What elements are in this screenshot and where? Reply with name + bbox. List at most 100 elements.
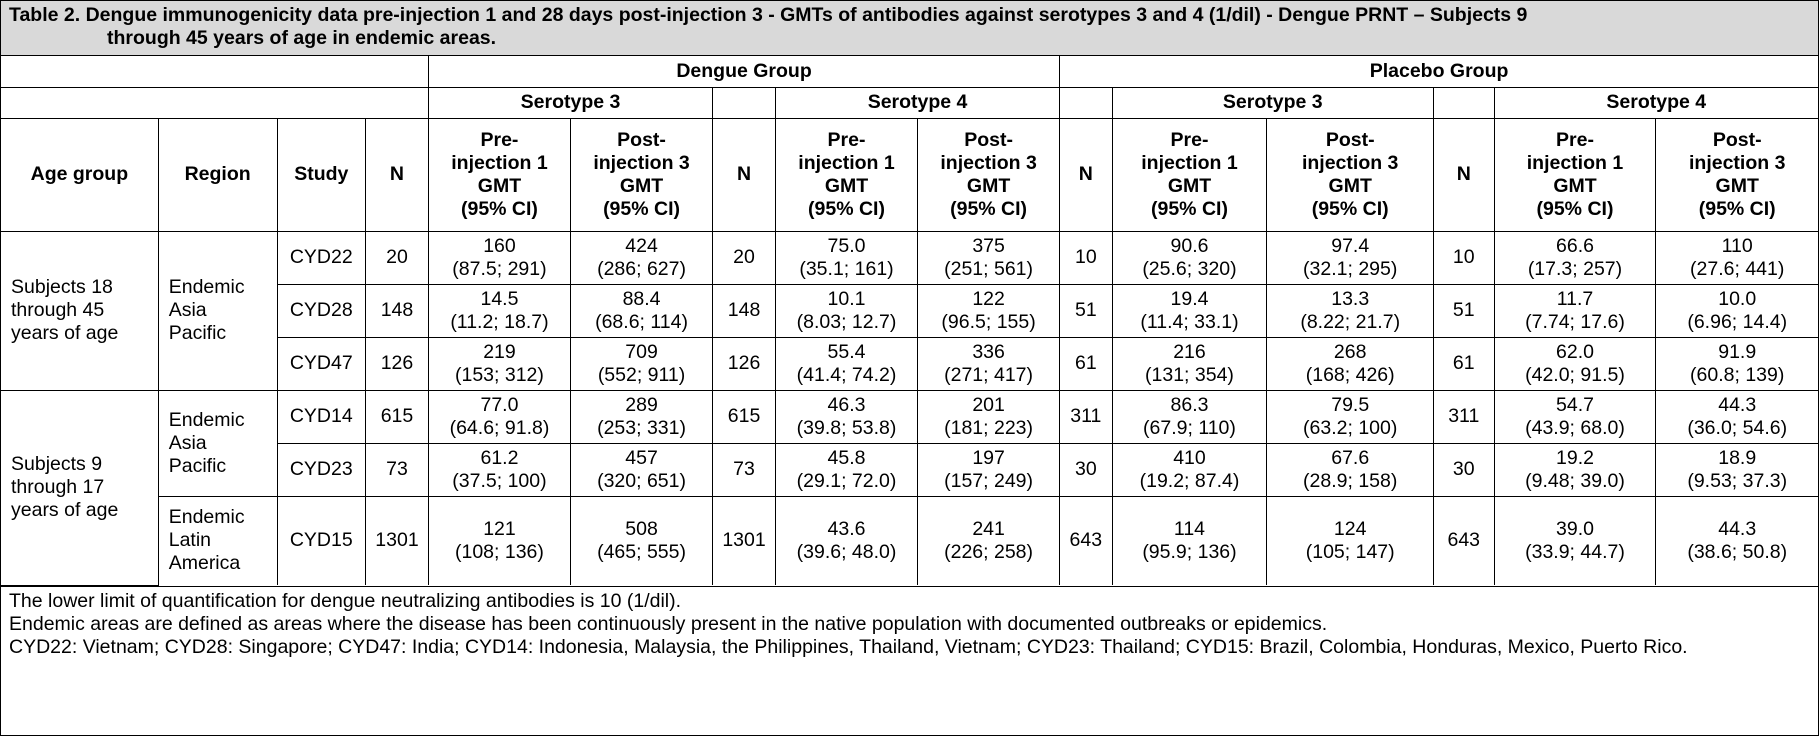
gmt-ci: (27.6; 441) — [1690, 257, 1785, 280]
region-line: Asia — [168, 299, 207, 321]
gmt-value: 124 — [1333, 517, 1367, 540]
immunogenicity-table: Dengue Group Placebo Group Serotype 3 Se… — [1, 56, 1818, 586]
gmt-value: 114 — [1173, 517, 1206, 540]
gmt-value: 44.3 — [1718, 517, 1757, 540]
header-placebo-serotype-3: Serotype 3 — [1111, 86, 1434, 119]
age-group-line: years of age — [11, 499, 119, 521]
study-cell: CYD15 — [276, 495, 367, 585]
gmt-cell: 91.9 (60.8; 139) — [1655, 336, 1818, 391]
gmt-value: 39.0 — [1556, 517, 1594, 540]
gmt-value: 77.0 — [480, 393, 519, 416]
header-post-injection: Post-injection 3 GMT (95% CI) — [917, 117, 1061, 232]
gmt-value: 336 — [972, 340, 1005, 363]
gmt-cell: 289 (253; 331) — [569, 389, 714, 444]
region-line: Endemic — [168, 506, 245, 529]
gmt-value: 44.3 — [1718, 393, 1757, 416]
header-pre-injection: Pre-injection 1 GMT (95% CI) — [1111, 117, 1268, 232]
gmt-cell: 19.4 (11.4; 33.1) — [1111, 283, 1268, 338]
age-group-line: through 17 — [11, 476, 105, 498]
header-pre-injection-line: Pre- — [1170, 128, 1209, 151]
gmt-ci: (29.1; 72.0) — [796, 469, 897, 492]
gmt-ci: (64.6; 91.8) — [449, 416, 550, 439]
n-cell: 148 — [365, 283, 429, 338]
header-blank — [1, 87, 429, 119]
gmt-cell: 709 (552; 911) — [569, 336, 714, 391]
gmt-cell: 216 (131; 354) — [1111, 336, 1268, 391]
header-pre-injection: Pre-injection 1 GMT (95% CI) — [1493, 117, 1657, 232]
gmt-value: 410 — [1173, 446, 1206, 469]
gmt-cell: 44.3 (36.0; 54.6) — [1655, 389, 1818, 444]
gmt-value: 709 — [625, 340, 658, 363]
header-blank — [1432, 86, 1495, 119]
gmt-ci: (42.0; 91.5) — [1525, 363, 1625, 386]
header-pre-injection-line: injection 1 — [798, 151, 895, 174]
table-footnotes: The lower limit of quantification for de… — [1, 585, 1818, 662]
header-pre-injection: Pre-injection 1 GMT (95% CI) — [427, 117, 572, 232]
study-cell: CYD23 — [277, 442, 367, 497]
table-caption: Table 2. Dengue immunogenicity data pre-… — [1, 1, 1818, 56]
age-group-line: through 45 — [11, 299, 105, 321]
header-n: N — [365, 117, 429, 232]
gmt-cell: 124 (105; 147) — [1266, 495, 1434, 585]
gmt-ci: (108; 136) — [455, 540, 544, 563]
gmt-value: 10.0 — [1718, 287, 1757, 310]
gmt-value: 457 — [625, 446, 658, 469]
n-cell: 73 — [365, 442, 429, 497]
gmt-ci: (131; 354) — [1145, 363, 1234, 386]
study-cell: CYD28 — [277, 283, 367, 338]
header-pre-injection-line: injection 1 — [1526, 151, 1624, 174]
gmt-cell: 10.1 (8.03; 12.7) — [774, 283, 919, 338]
gmt-cell: 201 (181; 223) — [917, 389, 1061, 444]
header-post-injection-line: GMT — [1715, 174, 1759, 197]
header-post-injection-line: GMT — [1328, 174, 1372, 197]
header-row-groups: Dengue Group Placebo Group — [1, 56, 1818, 88]
n-cell: 311 — [1432, 389, 1495, 444]
region-line: Pacific — [168, 454, 227, 477]
header-post-injection-line: injection 3 — [1688, 151, 1786, 174]
gmt-cell: 88.4 (68.6; 114) — [569, 283, 714, 338]
header-post-injection: Post-injection 3 GMT (95% CI) — [569, 117, 714, 232]
gmt-cell: 13.3 (8.22; 21.7) — [1266, 283, 1434, 338]
gmt-value: 19.2 — [1556, 446, 1594, 469]
header-pre-injection-line: Pre- — [1556, 128, 1594, 151]
header-blank — [1, 56, 429, 88]
n-cell: 61 — [1059, 336, 1113, 391]
header-n: N — [1059, 117, 1113, 232]
gmt-ci: (286; 627) — [597, 257, 686, 280]
region-cell: Endemic Asia Pacific — [157, 389, 278, 497]
gmt-ci: (36.0; 54.6) — [1687, 416, 1788, 439]
header-region: Region — [157, 117, 278, 232]
gmt-ci: (38.6; 50.8) — [1687, 540, 1788, 563]
gmt-ci: (320; 651) — [597, 469, 686, 492]
header-pre-injection-line: (95% CI) — [1536, 197, 1614, 220]
gmt-cell: 14.5 (11.2; 18.7) — [427, 283, 572, 338]
gmt-value: 375 — [972, 234, 1005, 257]
gmt-ci: (8.22; 21.7) — [1300, 310, 1401, 333]
n-cell: 1301 — [365, 495, 429, 585]
gmt-cell: 122 (96.5; 155) — [917, 283, 1061, 338]
gmt-ci: (6.96; 14.4) — [1687, 310, 1788, 333]
region-cell: Endemic Latin America — [158, 495, 278, 585]
gmt-value: 508 — [625, 517, 658, 540]
header-pre-injection-line: injection 1 — [451, 151, 548, 174]
gmt-cell: 121 (108; 136) — [427, 495, 572, 585]
header-post-injection-line: injection 3 — [940, 151, 1037, 174]
region-cell: Endemic Asia Pacific — [157, 230, 278, 391]
gmt-cell: 75.0 (35.1; 161) — [774, 230, 919, 285]
header-dengue-serotype-4: Serotype 4 — [774, 86, 1061, 119]
gmt-cell: 46.3 (39.8; 53.8) — [774, 389, 919, 444]
gmt-value: 289 — [625, 393, 658, 416]
n-cell: 311 — [1059, 389, 1113, 444]
age-group-cell: Subjects 18 through 45 years of age — [1, 230, 159, 391]
gmt-ci: (35.1; 161) — [799, 257, 894, 280]
region-line: Asia — [168, 431, 207, 454]
n-cell: 148 — [712, 283, 776, 338]
gmt-ci: (96.5; 155) — [941, 310, 1036, 333]
gmt-ci: (9.53; 37.3) — [1687, 469, 1788, 492]
gmt-value: 10.1 — [827, 287, 866, 310]
gmt-value: 88.4 — [622, 287, 661, 310]
header-placebo-group: Placebo Group — [1059, 56, 1818, 88]
gmt-cell: 197 (157; 249) — [917, 442, 1061, 497]
gmt-value: 97.4 — [1331, 234, 1370, 257]
n-cell: 30 — [1059, 442, 1113, 497]
